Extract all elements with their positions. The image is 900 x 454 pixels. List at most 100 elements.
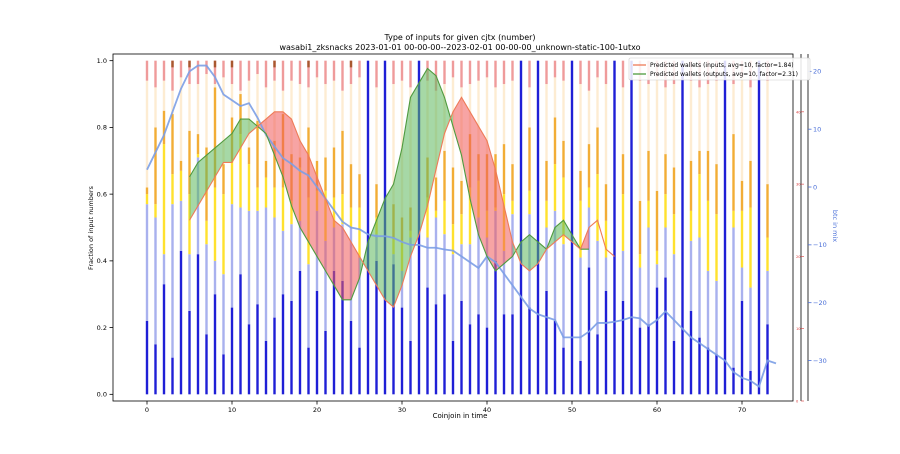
bar-fresh-dark bbox=[630, 60, 633, 395]
bar-fresh-light bbox=[256, 210, 259, 305]
bar-orange bbox=[638, 200, 642, 255]
bar-fresh-dark bbox=[264, 340, 268, 395]
bar-yellow bbox=[740, 210, 744, 268]
bar-pink bbox=[358, 60, 361, 78]
bar-fresh-dark bbox=[145, 320, 149, 395]
bar-pink bbox=[239, 60, 242, 91]
lines-group bbox=[146, 64, 777, 388]
bar-orange bbox=[587, 144, 591, 188]
bar-orange bbox=[749, 160, 752, 208]
bar-fresh-dark bbox=[647, 324, 650, 395]
bar-pink bbox=[562, 60, 565, 81]
x-tick-label: 40 bbox=[483, 406, 491, 414]
wallets-fill-segment bbox=[410, 82, 419, 257]
bar-orange bbox=[256, 120, 259, 188]
plot-frame bbox=[112, 53, 794, 402]
bar-yellow bbox=[213, 187, 217, 261]
bar-cream bbox=[298, 84, 302, 158]
bar-cream bbox=[749, 87, 752, 161]
bar-yellow bbox=[145, 194, 149, 205]
y-right-tick-label: −20 bbox=[813, 299, 827, 307]
x-tick-label: 30 bbox=[398, 406, 406, 414]
bar-fresh-light bbox=[171, 204, 174, 358]
bar-pink bbox=[171, 60, 174, 91]
bar-fresh-light bbox=[468, 244, 472, 325]
bar-cream bbox=[604, 84, 608, 185]
bar-yellow bbox=[230, 160, 234, 205]
bar-yellow bbox=[443, 200, 446, 235]
bar-fresh-light bbox=[766, 270, 769, 325]
bar-cream bbox=[477, 80, 480, 155]
x-tick-label: 60 bbox=[653, 406, 661, 414]
bar-brown bbox=[213, 60, 217, 68]
bar-orange bbox=[689, 160, 693, 211]
bar-yellow bbox=[239, 134, 242, 208]
bar-yellow bbox=[358, 207, 361, 258]
bar-fresh-dark bbox=[332, 270, 336, 395]
bar-yellow bbox=[179, 170, 183, 201]
bar-fresh-dark bbox=[545, 290, 548, 395]
bar-orange bbox=[502, 144, 506, 195]
bar-fresh-dark bbox=[494, 260, 497, 395]
wallets-fill-segment bbox=[317, 176, 326, 271]
bar-cream bbox=[171, 90, 174, 115]
legend-label: Predicted wallets (inputs, avg=10, facto… bbox=[650, 62, 794, 69]
bar-fresh-dark bbox=[638, 327, 642, 395]
bar-cream bbox=[511, 80, 514, 165]
bar-fresh-light bbox=[239, 207, 242, 275]
y-right-tick-label: 20 bbox=[813, 68, 821, 76]
bar-fresh-dark bbox=[570, 60, 574, 395]
bar-cream bbox=[672, 84, 676, 168]
bar-orange bbox=[766, 184, 769, 238]
wallets-fill-segment bbox=[223, 133, 232, 163]
bar-pink bbox=[553, 60, 557, 78]
wallets-fill-segment bbox=[512, 241, 521, 264]
bar-fresh-dark bbox=[604, 290, 608, 395]
bar-fresh-dark bbox=[434, 304, 438, 395]
bar-orange bbox=[596, 127, 599, 175]
bar-cream bbox=[698, 87, 701, 151]
bar-fresh-dark bbox=[213, 294, 217, 395]
bar-fresh-dark bbox=[298, 270, 302, 395]
bar-fresh-dark bbox=[366, 60, 370, 395]
bar-fresh-dark bbox=[188, 310, 191, 395]
bar-fresh-light bbox=[553, 210, 557, 321]
wallets-fill-segment bbox=[342, 227, 351, 300]
y-right-tick-label: −10 bbox=[813, 241, 827, 249]
bar-cream bbox=[468, 84, 472, 135]
bar-pink bbox=[341, 60, 344, 91]
bar-pink bbox=[460, 60, 463, 88]
y-wallets-tick-label: 10 bbox=[796, 327, 801, 331]
bar-orange bbox=[528, 127, 531, 191]
wallets-fill-segment bbox=[393, 147, 402, 308]
wallets-outputs-line bbox=[189, 67, 589, 301]
bar-orange bbox=[332, 147, 336, 198]
bar-fresh-dark bbox=[324, 330, 327, 395]
bar-yellow bbox=[349, 207, 353, 228]
y-right-tick-label: 10 bbox=[813, 125, 821, 133]
bar-cream bbox=[307, 87, 310, 128]
bar-fresh-light bbox=[222, 274, 225, 355]
y-axis-right-label: btc in mix bbox=[831, 210, 839, 242]
wallets-fill-segment bbox=[334, 220, 343, 300]
bar-orange bbox=[562, 140, 565, 178]
bar-cream bbox=[638, 80, 642, 201]
bar-brown bbox=[171, 60, 174, 68]
bar-fresh-light bbox=[264, 207, 268, 341]
bar-yellow bbox=[706, 200, 710, 271]
bar-fresh-light bbox=[443, 234, 446, 295]
bar-pink bbox=[332, 60, 336, 81]
bar-fresh-dark bbox=[349, 320, 353, 395]
bar-fresh-light bbox=[400, 270, 404, 308]
bar-fresh-dark bbox=[596, 334, 599, 395]
bar-fresh-light bbox=[596, 240, 599, 335]
bar-fresh-light bbox=[145, 204, 149, 321]
bar-cream bbox=[553, 77, 557, 118]
bar-orange bbox=[324, 157, 327, 191]
bar-fresh-dark bbox=[579, 360, 582, 395]
bar-fresh-light bbox=[358, 257, 361, 348]
wallets-fill-segment bbox=[198, 155, 207, 206]
bar-yellow bbox=[162, 144, 166, 255]
